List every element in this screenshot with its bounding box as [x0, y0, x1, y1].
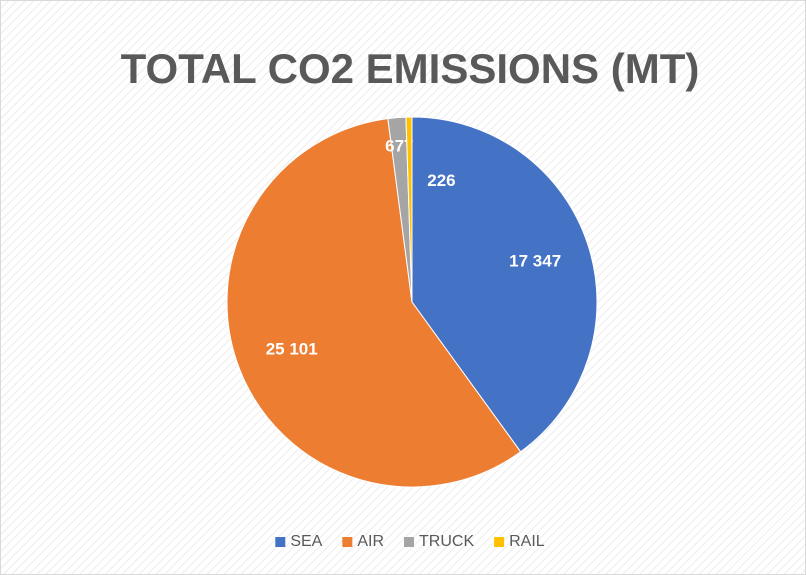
- pie-slice: [405, 116, 413, 303]
- legend-label: AIR: [357, 533, 384, 550]
- legend-swatch: [404, 537, 414, 547]
- legend-item: AIR: [342, 533, 384, 550]
- data-label: 25 101: [266, 339, 318, 358]
- data-label: 17 347: [509, 252, 561, 271]
- legend-item: SEA: [275, 533, 323, 550]
- legend-swatch: [342, 537, 353, 547]
- chart-title: TOTAL CO2 EMISSIONS (MT): [121, 45, 700, 92]
- legend: SEA AIR TRUCK RAIL: [275, 533, 545, 550]
- legend-swatch: [275, 537, 286, 547]
- pie-slice: [411, 116, 598, 453]
- legend-item: RAIL: [494, 533, 545, 550]
- legend-label: TRUCK: [419, 533, 474, 550]
- legend-item: TRUCK: [404, 533, 474, 550]
- data-label: 226: [427, 171, 455, 190]
- legend-label: SEA: [290, 533, 322, 550]
- legend-label: RAIL: [509, 533, 545, 550]
- legend-swatch: [494, 537, 505, 547]
- pie-slice: [226, 118, 522, 488]
